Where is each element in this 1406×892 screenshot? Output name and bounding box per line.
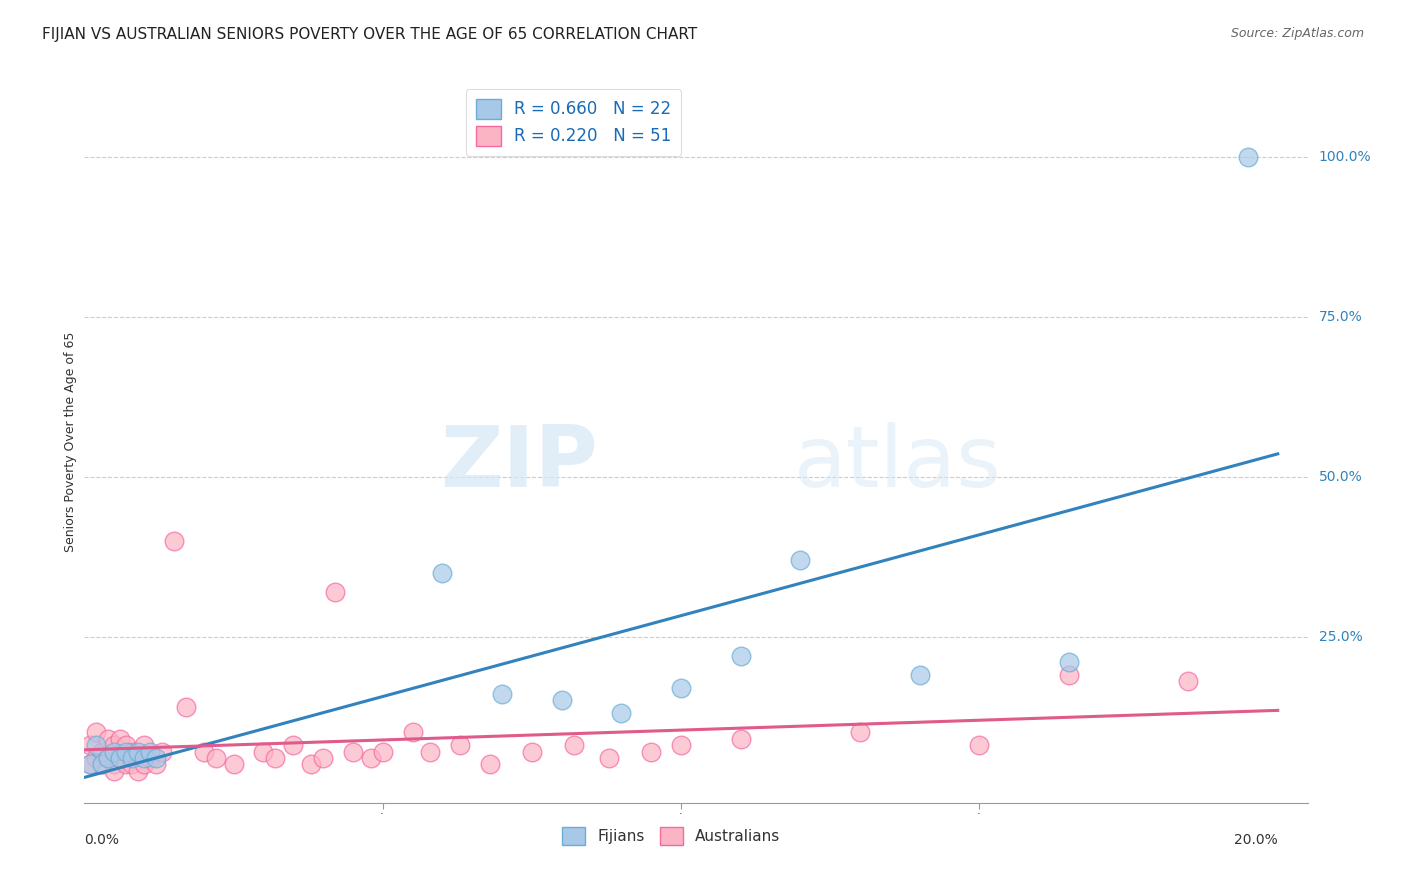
- Text: FIJIAN VS AUSTRALIAN SENIORS POVERTY OVER THE AGE OF 65 CORRELATION CHART: FIJIAN VS AUSTRALIAN SENIORS POVERTY OVE…: [42, 27, 697, 42]
- Point: [132, 738, 155, 752]
- Text: ZIP: ZIP: [440, 422, 598, 505]
- Point: [163, 533, 186, 548]
- Point: [97, 751, 120, 765]
- Point: [299, 757, 322, 772]
- Point: [108, 751, 131, 765]
- Point: [91, 757, 114, 772]
- Point: [115, 757, 138, 772]
- Point: [1237, 150, 1260, 164]
- Point: [132, 751, 155, 765]
- Point: [669, 738, 692, 752]
- Legend: Fijians, Australians: Fijians, Australians: [555, 819, 789, 853]
- Point: [551, 693, 574, 707]
- Point: [103, 738, 125, 752]
- Point: [1177, 674, 1199, 689]
- Point: [252, 745, 274, 759]
- Point: [789, 553, 811, 567]
- Point: [150, 745, 173, 759]
- Point: [115, 745, 138, 759]
- Point: [520, 745, 543, 759]
- Point: [79, 738, 101, 752]
- Text: 50.0%: 50.0%: [1319, 470, 1362, 483]
- Point: [222, 757, 245, 772]
- Point: [103, 764, 125, 778]
- Point: [610, 706, 633, 721]
- Point: [84, 738, 107, 752]
- Point: [479, 757, 502, 772]
- Point: [193, 745, 215, 759]
- Point: [562, 738, 585, 752]
- Point: [669, 681, 692, 695]
- Point: [730, 731, 752, 746]
- Point: [323, 584, 346, 599]
- Point: [97, 751, 120, 765]
- Point: [145, 757, 167, 772]
- Point: [730, 648, 752, 663]
- Point: [108, 731, 131, 746]
- Point: [84, 751, 107, 765]
- Point: [342, 745, 364, 759]
- Point: [91, 745, 114, 759]
- Text: 0.0%: 0.0%: [84, 833, 120, 847]
- Point: [449, 738, 471, 752]
- Point: [84, 725, 107, 739]
- Text: 20.0%: 20.0%: [1234, 833, 1278, 847]
- Text: Source: ZipAtlas.com: Source: ZipAtlas.com: [1230, 27, 1364, 40]
- Point: [432, 566, 454, 580]
- Point: [127, 745, 149, 759]
- Point: [103, 757, 125, 772]
- Text: atlas: atlas: [794, 422, 1002, 505]
- Point: [360, 751, 382, 765]
- Point: [598, 751, 620, 765]
- Point: [108, 751, 131, 765]
- Point: [401, 725, 423, 739]
- Point: [139, 745, 162, 759]
- Point: [79, 757, 101, 772]
- Point: [132, 757, 155, 772]
- Point: [121, 745, 143, 759]
- Point: [91, 757, 114, 772]
- Point: [79, 757, 101, 772]
- Text: 75.0%: 75.0%: [1319, 310, 1362, 324]
- Point: [97, 731, 120, 746]
- Point: [174, 699, 197, 714]
- Point: [115, 738, 138, 752]
- Y-axis label: Seniors Poverty Over the Age of 65: Seniors Poverty Over the Age of 65: [65, 331, 77, 552]
- Text: 100.0%: 100.0%: [1319, 150, 1371, 164]
- Point: [1057, 668, 1080, 682]
- Point: [640, 745, 662, 759]
- Point: [312, 751, 335, 765]
- Point: [127, 764, 149, 778]
- Point: [264, 751, 287, 765]
- Point: [283, 738, 305, 752]
- Point: [849, 725, 872, 739]
- Point: [908, 668, 931, 682]
- Point: [491, 687, 513, 701]
- Point: [969, 738, 991, 752]
- Point: [121, 751, 143, 765]
- Point: [204, 751, 226, 765]
- Point: [419, 745, 441, 759]
- Point: [121, 757, 143, 772]
- Text: 25.0%: 25.0%: [1319, 630, 1362, 643]
- Point: [145, 751, 167, 765]
- Point: [1057, 655, 1080, 669]
- Point: [139, 751, 162, 765]
- Point: [103, 745, 125, 759]
- Point: [371, 745, 394, 759]
